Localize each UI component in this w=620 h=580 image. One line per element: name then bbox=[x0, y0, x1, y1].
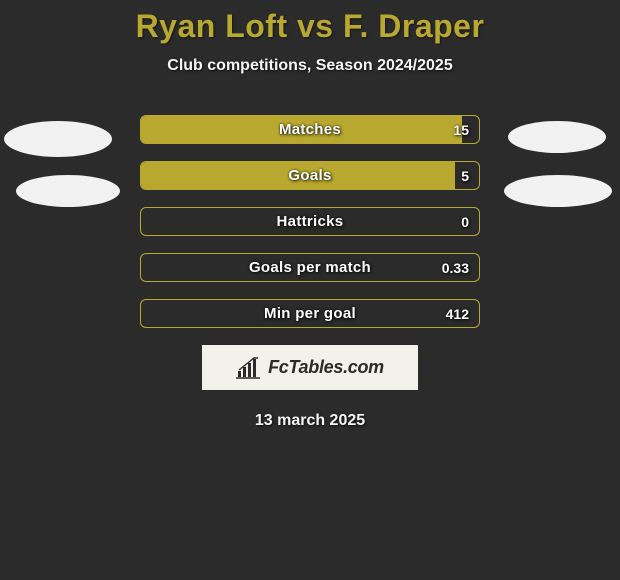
bar-chart-icon bbox=[236, 357, 262, 379]
stat-label: Matches bbox=[141, 116, 479, 143]
stat-rows: Matches 15 Goals 5 Hattricks 0 Goals per… bbox=[140, 115, 480, 328]
stat-row-min-per-goal: Min per goal 412 bbox=[140, 299, 480, 328]
stat-value: 5 bbox=[461, 162, 469, 189]
player-left-slot-2 bbox=[16, 175, 120, 207]
brand-logo[interactable]: FcTables.com bbox=[202, 345, 418, 390]
brand-text: FcTables.com bbox=[268, 357, 384, 378]
player-right-slot-2 bbox=[504, 175, 612, 207]
stat-label: Goals per match bbox=[141, 254, 479, 281]
stats-area: Matches 15 Goals 5 Hattricks 0 Goals per… bbox=[0, 115, 620, 328]
stat-row-goals-per-match: Goals per match 0.33 bbox=[140, 253, 480, 282]
stat-value: 412 bbox=[446, 300, 469, 327]
stat-value: 0.33 bbox=[442, 254, 469, 281]
stat-row-goals: Goals 5 bbox=[140, 161, 480, 190]
stat-label: Min per goal bbox=[141, 300, 479, 327]
stat-label: Goals bbox=[141, 162, 479, 189]
comparison-card: Ryan Loft vs F. Draper Club competitions… bbox=[0, 0, 620, 580]
subtitle: Club competitions, Season 2024/2025 bbox=[0, 57, 620, 75]
page-title: Ryan Loft vs F. Draper bbox=[0, 8, 620, 45]
player-left-slot-1 bbox=[4, 121, 112, 157]
stat-row-hattricks: Hattricks 0 bbox=[140, 207, 480, 236]
player-right-slot-1 bbox=[508, 121, 606, 153]
stat-row-matches: Matches 15 bbox=[140, 115, 480, 144]
stat-value: 15 bbox=[453, 116, 469, 143]
stat-label: Hattricks bbox=[141, 208, 479, 235]
date-label: 13 march 2025 bbox=[0, 412, 620, 430]
stat-value: 0 bbox=[461, 208, 469, 235]
